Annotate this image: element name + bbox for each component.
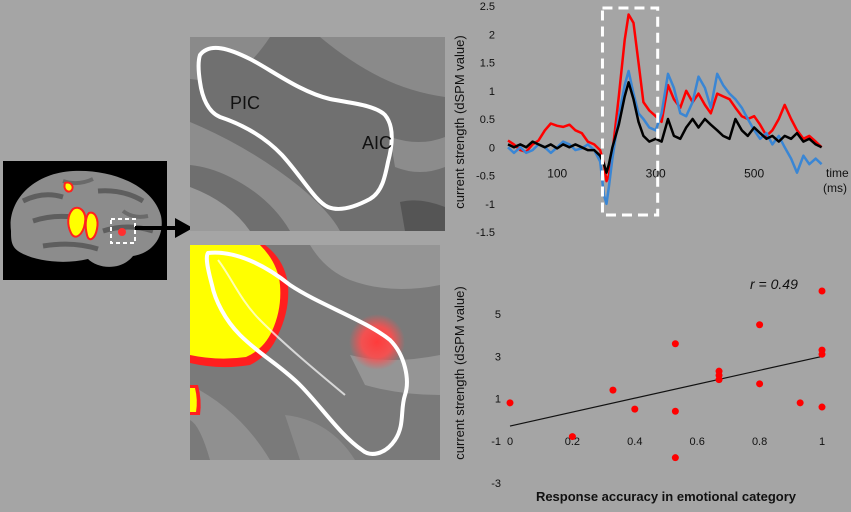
- scatter-point: [756, 321, 764, 329]
- tc-ytick-label: -0.5: [476, 171, 495, 183]
- tc-ytick-label: -1: [485, 199, 495, 211]
- tc-ytick-label: -1.5: [476, 227, 495, 239]
- sc-xtick-label: 0.6: [690, 436, 705, 448]
- insula-outline-panel: PIC AIC: [190, 37, 445, 231]
- label-pic: PIC: [230, 93, 260, 113]
- sc-xtick-label: 0: [507, 436, 513, 448]
- series-line-2: [507, 81, 823, 174]
- sc-xtick-label: 1: [819, 436, 825, 448]
- tc-ytick-label: 1.5: [480, 58, 495, 70]
- scatter-point: [671, 340, 679, 348]
- label-aic: AIC: [362, 133, 392, 153]
- tc-ytick-label: 2: [489, 29, 495, 41]
- tc-ytick-label: 0.5: [480, 114, 495, 126]
- scatter-point: [568, 433, 576, 441]
- scatter-point: [818, 403, 826, 411]
- sc-ytick-label: 1: [495, 394, 501, 406]
- tc-ylabel: current strength (dSPM value): [452, 35, 467, 208]
- sc-xtick-label: 0.2: [565, 436, 580, 448]
- timecourse-chart: current strength (dSPM value) -1.5 -1 -0.5…: [443, 0, 851, 245]
- series-line-0: [507, 13, 823, 183]
- insula-activation-panel: [190, 245, 440, 460]
- scatter-point: [631, 405, 639, 413]
- sc-ylabel: current strength (dSPM value): [452, 286, 467, 459]
- tc-xlabel-line1: time: [826, 166, 849, 180]
- sc-xtick-label: 0.8: [752, 436, 767, 448]
- scatter-point: [818, 350, 826, 358]
- tc-xtick-label: 100: [547, 166, 567, 180]
- time-window-highlight: [600, 6, 660, 217]
- tc-ytick-label: 2.5: [480, 1, 495, 13]
- scatter-point: [671, 407, 679, 415]
- tc-xtick-label: 300: [646, 166, 666, 180]
- scatter-point: [796, 399, 804, 407]
- sc-xlabel: Response accuracy in emotional category: [536, 489, 797, 504]
- sc-xtick-label: 0.4: [627, 436, 642, 448]
- sc-ytick-label: 5: [495, 309, 501, 321]
- r-annotation: r = 0.49: [750, 276, 798, 292]
- roi-marker-box: [110, 218, 136, 244]
- tc-xtick-label: 500: [744, 166, 764, 180]
- tc-ytick-label: 1: [489, 86, 495, 98]
- tc-xlabel-line2: (ms): [823, 181, 847, 195]
- scatter-point: [671, 454, 679, 462]
- scatter-point: [609, 386, 617, 394]
- scatter-point: [818, 287, 826, 295]
- correlation-scatter: current strength (dSPM value) -3 -1 1 3 5 0 0…: [443, 255, 851, 507]
- tc-ytick-label: 0: [489, 142, 495, 154]
- scatter-point: [715, 376, 723, 384]
- zoom-arrow: [135, 213, 195, 243]
- sc-ytick-label: 3: [495, 351, 501, 363]
- series-line-1: [507, 69, 823, 206]
- sc-ytick-label: -3: [491, 478, 501, 490]
- brain-lateral-view: [3, 161, 167, 280]
- scatter-point: [756, 380, 764, 388]
- sc-ytick-label: -1: [491, 436, 501, 448]
- trend-line: [509, 355, 823, 427]
- scatter-point: [506, 399, 514, 407]
